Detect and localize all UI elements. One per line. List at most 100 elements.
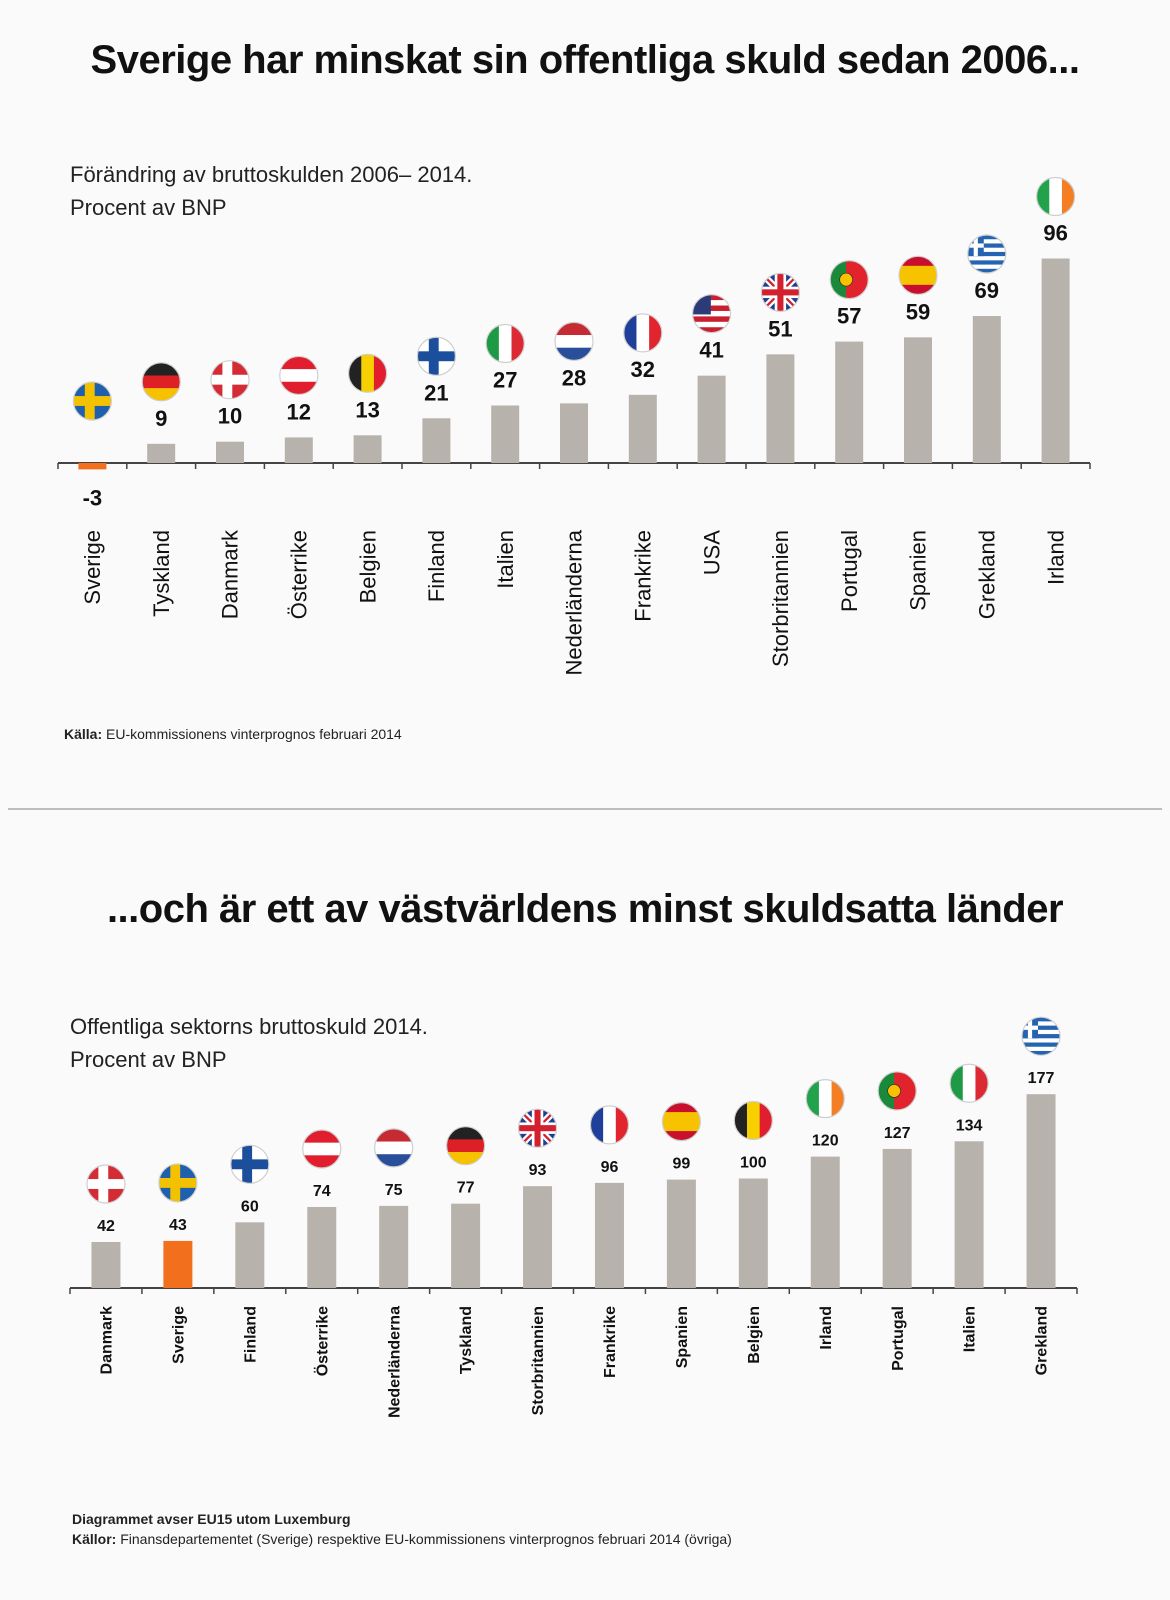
flag-fr-icon (623, 313, 663, 353)
value-label: 60 (241, 1198, 259, 1215)
value-label: 100 (740, 1155, 767, 1172)
category-label: Österrike (287, 530, 312, 619)
flag-it-icon (485, 323, 525, 364)
category-label: Italien (493, 530, 518, 589)
flag-dk-icon (210, 360, 250, 400)
category-label: Belgien (746, 1306, 763, 1364)
flag-dk-icon (86, 1164, 126, 1204)
value-label: 9 (155, 406, 167, 431)
category-label: Finland (424, 530, 449, 602)
value-label: 57 (837, 304, 861, 329)
bar-tyskland (451, 1203, 481, 1288)
value-label: 96 (601, 1159, 619, 1176)
flag-de-icon (141, 362, 181, 402)
value-label: 43 (169, 1217, 187, 1234)
value-label: 32 (631, 357, 655, 382)
bar-spanien (904, 337, 932, 463)
value-label: 41 (699, 338, 723, 363)
category-label: Italien (962, 1306, 979, 1352)
flag-nl-icon (554, 321, 594, 361)
value-label: 13 (355, 397, 379, 422)
value-label: 28 (562, 365, 586, 390)
chart1-source-text: EU-kommissionens vinterprognos februari … (106, 726, 402, 742)
bar-usa (697, 375, 726, 463)
bar-belgien (738, 1178, 768, 1288)
category-label: Sverige (80, 530, 105, 605)
bar-danmark (216, 441, 244, 463)
flag-us-icon (691, 294, 732, 334)
value-label: 27 (493, 367, 517, 392)
value-label: 21 (424, 380, 448, 405)
category-label: Frankrike (602, 1306, 619, 1378)
value-label: 120 (812, 1133, 839, 1150)
bar-italien (491, 405, 520, 463)
category-label: Nederländerna (562, 529, 587, 675)
chart2-subtitle-line1: Offentliga sektorns bruttoskuld 2014. (70, 1014, 428, 1039)
value-label: 93 (529, 1162, 547, 1179)
bar-irland (810, 1156, 840, 1288)
bar-österrike (307, 1206, 337, 1288)
flag-pt-icon (877, 1071, 917, 1111)
bar-belgien (353, 435, 382, 463)
value-label: 10 (218, 404, 242, 429)
flag-be-icon (733, 1100, 773, 1141)
bar-portugal (882, 1148, 912, 1288)
bar-portugal (835, 341, 864, 463)
category-label: Sverige (170, 1306, 187, 1364)
flag-nl-icon (374, 1128, 414, 1168)
bar-tyskland (147, 443, 176, 463)
chart2-notes: Diagrammet avser EU15 utom Luxemburg Käl… (72, 1509, 732, 1549)
category-label: Nederländerna (386, 1306, 403, 1418)
category-label: Frankrike (631, 530, 656, 622)
flag-se-icon (72, 381, 113, 421)
value-label: 75 (385, 1182, 403, 1199)
flag-es-icon (661, 1101, 701, 1142)
category-label: Tyskland (149, 530, 174, 617)
value-label: 99 (672, 1156, 690, 1173)
flag-ie-icon (805, 1078, 845, 1119)
chart2-source-text: Finansdepartementet (Sverige) respektive… (120, 1531, 732, 1547)
flag-gr-icon (1021, 1016, 1061, 1056)
value-label: 59 (906, 299, 930, 324)
flag-it-icon (949, 1063, 989, 1103)
chart1-subtitle: Förändring av bruttoskulden 2006– 2014. … (70, 158, 472, 224)
section-divider (8, 808, 1162, 810)
bar-nederländerna (379, 1205, 409, 1288)
category-label: Tyskland (458, 1306, 475, 1374)
value-label: 42 (97, 1218, 115, 1235)
chart1-plot: -3 Sverige 9 Tyskland 10 Danmark 12 Österrike 13… (57, 176, 1091, 676)
value-label: 177 (1028, 1070, 1055, 1087)
chart2-note: Diagrammet avser EU15 utom Luxemburg (72, 1511, 351, 1527)
chart2-source-label: Källor: (72, 1531, 117, 1547)
bar-storbritannien (766, 354, 795, 463)
chart1-subtitle-line1: Förändring av bruttoskulden 2006– 2014. (70, 162, 473, 187)
chart1-source: Källa: EU-kommissionens vinterprognos fe… (64, 726, 402, 742)
bar-frankrike (594, 1182, 624, 1288)
chart2-subtitle-line2: Procent av BNP (70, 1047, 227, 1072)
bar-finland (422, 418, 451, 463)
flag-pt-icon (829, 259, 869, 300)
flag-at-icon (279, 355, 319, 396)
flag-se-icon (158, 1163, 198, 1203)
bar-sverige (163, 1240, 193, 1288)
chart1-title: Sverige har minskat sin offentliga skuld… (90, 38, 1080, 82)
category-label: Danmark (218, 529, 243, 619)
chart2-subtitle: Offentliga sektorns bruttoskuld 2014. Pr… (70, 1010, 428, 1076)
chart1-source-label: Källa: (64, 726, 103, 742)
flag-fr-icon (589, 1105, 630, 1145)
category-label: Storbritannien (530, 1306, 547, 1415)
flag-gb-icon (517, 1108, 558, 1148)
flag-ie-icon (1035, 176, 1076, 217)
category-label: Danmark (99, 1306, 116, 1375)
bar-frankrike (628, 394, 657, 463)
chart1-subtitle-line2: Procent av BNP (70, 195, 227, 220)
bar-österrike (284, 437, 313, 463)
category-label: Spanien (906, 530, 931, 611)
bar-storbritannien (523, 1186, 553, 1288)
flag-be-icon (348, 353, 388, 393)
flag-fi-icon (416, 336, 456, 376)
category-label: Finland (242, 1306, 259, 1363)
category-label: Grekland (975, 530, 1000, 619)
flag-fi-icon (230, 1144, 270, 1184)
category-label: Irland (818, 1306, 835, 1350)
